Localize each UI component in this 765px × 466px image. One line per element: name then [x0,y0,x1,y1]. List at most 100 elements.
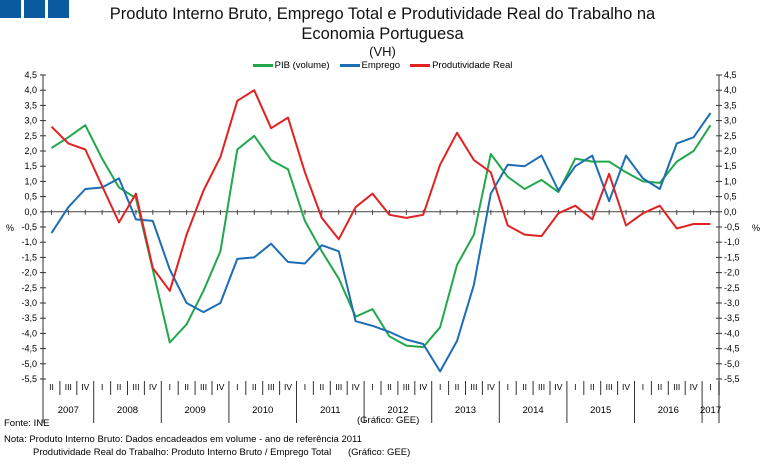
quarter-label: I [709,382,711,392]
quarter-label: I [574,382,576,392]
y-tick-label-left: -5,0 [21,359,37,369]
title-line-1: Produto Interno Bruto, Emprego Total e P… [109,5,656,23]
quarter-label: III [65,382,72,392]
year-label: 2007 [58,405,79,416]
quarter-label: II [117,382,122,392]
legend-swatch [339,64,360,67]
quarter-label: IV [352,382,360,392]
quarter-label: I [371,382,373,392]
quarter-label: III [606,382,613,392]
quarter-label: II [455,382,460,392]
series-line-emprego [50,112,712,373]
year-label: 2013 [455,405,476,416]
y-tick-label-right: -1,0 [724,237,740,247]
y-axis-label-left: % [6,223,14,233]
y-tick-label-right: 1,0 [724,176,737,186]
year-label: 2012 [387,405,408,416]
y-tick-label-left: -2,5 [21,283,37,293]
quarter-label: III [335,382,342,392]
legend-label: Emprego [361,60,401,71]
quarter-label: IV [216,382,224,392]
quarter-label: II [387,382,392,392]
year-label: 2016 [658,405,679,416]
legend-label: PIB (volume) [274,60,330,71]
y-tick-label-left: -3,5 [21,313,37,323]
quarter-label: II [522,382,527,392]
y-tick-label-left: 3,0 [24,116,37,126]
y-tick-label-right: -2,5 [724,283,740,293]
quarter-label: IV [690,382,698,392]
y-tick-label-left: 0,5 [24,192,37,202]
y-tick-label-right: -2,0 [724,268,740,278]
quarter-label: III [403,382,410,392]
quarter-label: I [236,382,238,392]
y-tick-label-left: 1,0 [24,176,37,186]
series-line-produtividade-real [50,89,711,292]
year-label: 2009 [185,405,206,416]
y-tick-label-right: 0,5 [724,192,737,202]
year-label: 2011 [320,405,340,416]
quarter-label: I [101,382,103,392]
quarter-label: IV [487,382,495,392]
quarter-label: III [200,382,207,392]
legend-swatch [252,64,273,67]
y-tick-label-right: 4,5 [724,70,737,80]
year-label: 2010 [252,405,273,416]
quarter-label: IV [554,382,562,392]
y-axis-label-right: % [752,223,760,233]
y-tick-label-left: 4,0 [24,85,37,95]
year-label: 2017 [700,405,721,416]
title-line-2: Economia Portuguesa [301,25,464,43]
y-tick-label-left: 1,5 [24,161,37,171]
y-tick-label-left: 2,0 [24,146,37,156]
y-tick-label-left: 2,5 [24,131,37,141]
quarter-label: IV [81,382,89,392]
y-tick-label-left: -4,0 [21,328,37,338]
quarter-label: IV [622,382,630,392]
year-label: 2014 [523,405,544,416]
y-tick-label-right: -5,0 [724,359,740,369]
note-line-2: Produtividade Real do Trabalho: Produto … [33,447,332,458]
quarter-label: IV [149,382,157,392]
quarter-label: IV [284,382,292,392]
quarter-label: I [507,382,509,392]
series-line-pib-volume [50,124,712,349]
quarter-label: II [49,382,54,392]
quarter-label: I [439,382,441,392]
quarter-label: II [590,382,595,392]
quarter-label: II [319,382,324,392]
y-tick-label-left: -4,5 [21,344,37,354]
y-tick-label-left: 3,5 [24,100,37,110]
y-tick-label-right: -4,5 [724,344,740,354]
quarter-label: II [184,382,189,392]
y-tick-label-left: 4,5 [24,70,37,80]
legend: PIB (volume) Emprego Produtividade Real [0,60,765,71]
legend-label: Produtividade Real [432,60,513,71]
chart-title: Produto Interno Bruto, Emprego Total e P… [0,4,765,59]
y-tick-label-left: -1,5 [21,252,37,262]
y-tick-label-right: 1,5 [724,161,737,171]
y-tick-label-left: -1,0 [21,237,37,247]
y-tick-label-right: 3,5 [724,100,737,110]
quarter-label: III [673,382,680,392]
y-tick-label-right: -5,5 [724,374,740,384]
y-tick-label-right: -3,5 [724,313,740,323]
y-tick-label-left: 0,0 [24,207,37,217]
quarter-label: II [252,382,257,392]
y-tick-label-right: 2,5 [724,131,737,141]
quarter-label: II [657,382,662,392]
y-tick-label-right: -0,5 [724,222,740,232]
quarter-label: III [132,382,139,392]
year-label: 2015 [590,405,611,416]
y-tick-label-left: -5,5 [21,374,37,384]
y-tick-label-left: -0,5 [21,222,37,232]
y-tick-label-right: -3,0 [724,298,740,308]
y-tick-label-right: 0,0 [724,207,737,217]
legend-swatch [410,64,431,67]
y-tick-label-right: 2,0 [724,146,737,156]
legend-item-produtividade: Produtividade Real [410,60,512,71]
y-tick-label-left: -3,0 [21,298,37,308]
quarter-label: IV [419,382,427,392]
quarter-label: I [642,382,644,392]
